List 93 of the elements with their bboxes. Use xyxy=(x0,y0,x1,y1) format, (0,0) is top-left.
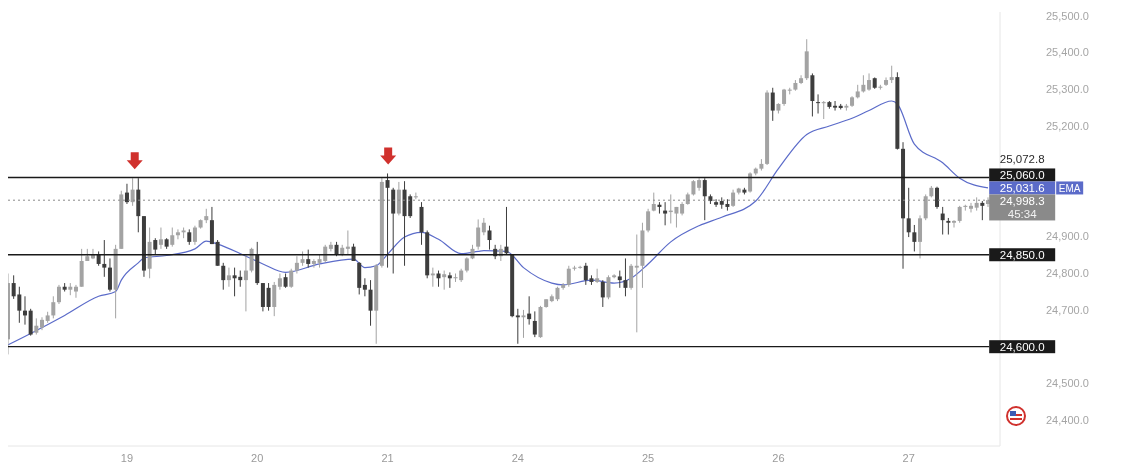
candlestick xyxy=(629,263,634,291)
candlestick xyxy=(476,218,481,251)
candlestick xyxy=(532,310,537,338)
candlestick xyxy=(952,219,957,229)
x-tick-label: 24 xyxy=(511,451,524,464)
candlestick xyxy=(266,282,271,312)
candlestick xyxy=(328,241,333,252)
text: 25,072.8 xyxy=(999,153,1045,166)
candlestick xyxy=(260,282,265,312)
candlestick xyxy=(73,284,78,299)
candlestick xyxy=(969,202,974,213)
candlestick xyxy=(158,227,163,250)
candlestick xyxy=(600,279,605,308)
y-tick-label: 24,500.0 xyxy=(1046,377,1089,390)
ref-line-label: 24,850.0 xyxy=(999,248,1045,261)
x-tick-label: 19 xyxy=(120,451,134,464)
candlestick xyxy=(226,267,231,288)
candlestick xyxy=(362,277,367,297)
candlestick xyxy=(294,255,299,274)
candlestick xyxy=(912,224,917,252)
candlestick xyxy=(272,281,277,317)
candlestick xyxy=(867,72,872,92)
candlestick xyxy=(935,186,940,210)
candlestick xyxy=(940,206,945,236)
candlestick xyxy=(221,262,226,291)
candlestick xyxy=(821,100,826,120)
candlestick xyxy=(521,309,526,339)
candlestick xyxy=(646,208,651,233)
x-tick-label: 27 xyxy=(902,451,915,464)
candlestick xyxy=(107,257,112,293)
candlestick xyxy=(306,249,311,269)
candlestick xyxy=(906,187,911,238)
candlestick xyxy=(980,200,985,221)
x-tick-label: 26 xyxy=(772,451,785,464)
candlestick xyxy=(816,93,821,115)
candlestick xyxy=(311,258,316,269)
y-tick-label: 25,200.0 xyxy=(1046,119,1089,132)
candlestick xyxy=(124,183,129,205)
candlestick xyxy=(748,171,753,194)
y-tick-label: 24,700.0 xyxy=(1046,303,1089,316)
candlestick xyxy=(102,239,107,278)
y-tick-label: 25,300.0 xyxy=(1046,83,1089,96)
candlestick xyxy=(56,284,61,305)
candlestick xyxy=(833,100,838,112)
candlestick xyxy=(918,214,923,259)
candlestick xyxy=(175,228,180,240)
candlestick xyxy=(561,282,566,291)
candlestick xyxy=(515,308,520,345)
candlestick xyxy=(884,76,889,87)
candlestick xyxy=(566,265,571,288)
candlestick xyxy=(770,87,775,122)
y-tick-label: 25,400.0 xyxy=(1046,46,1089,59)
x-tick-label: 21 xyxy=(381,451,394,464)
candlestick xyxy=(243,253,248,312)
candlestick xyxy=(385,172,390,269)
candlestick xyxy=(595,268,600,284)
candlestick xyxy=(28,308,33,337)
candlestick xyxy=(623,257,628,297)
candlestick xyxy=(442,270,447,291)
data-label: 25,031.6 xyxy=(999,181,1045,194)
y-tick-label: 25,500.0 xyxy=(1046,9,1089,22)
y-tick-label: 24,400.0 xyxy=(1046,414,1089,427)
candlestick xyxy=(714,198,719,208)
candlestick xyxy=(249,247,254,273)
candlestick xyxy=(606,274,611,300)
x-tick-label: 25 xyxy=(641,451,655,464)
candlestick xyxy=(527,295,532,326)
candlestick xyxy=(612,273,617,279)
y-tick-label: 24,900.0 xyxy=(1046,230,1089,243)
candlestick xyxy=(504,206,509,255)
candlestick xyxy=(487,225,492,251)
candlestick xyxy=(396,181,401,216)
candlestick xyxy=(289,268,294,289)
candlestick xyxy=(51,295,56,319)
candlestick xyxy=(413,192,418,200)
candlestick xyxy=(130,177,135,207)
candlestick xyxy=(578,265,583,270)
candlestick xyxy=(391,187,396,274)
candlestick xyxy=(663,201,668,226)
candlestick xyxy=(192,225,197,246)
y-tick-label: 24,800.0 xyxy=(1046,267,1089,280)
candlestick xyxy=(170,227,175,248)
candlestick xyxy=(702,177,707,221)
text: EMA xyxy=(1058,182,1081,194)
candlestick xyxy=(368,279,373,327)
candlestick xyxy=(923,193,928,221)
ref-line-label: 25,060.0 xyxy=(999,168,1045,181)
candlestick xyxy=(209,206,214,245)
candlestick xyxy=(215,239,220,267)
ref-line-label: 24,600.0 xyxy=(999,340,1045,353)
candlestick xyxy=(634,234,639,333)
x-tick-label: 20 xyxy=(251,451,264,464)
ref-line-label: 24,998.3 45:34 xyxy=(999,194,1045,220)
